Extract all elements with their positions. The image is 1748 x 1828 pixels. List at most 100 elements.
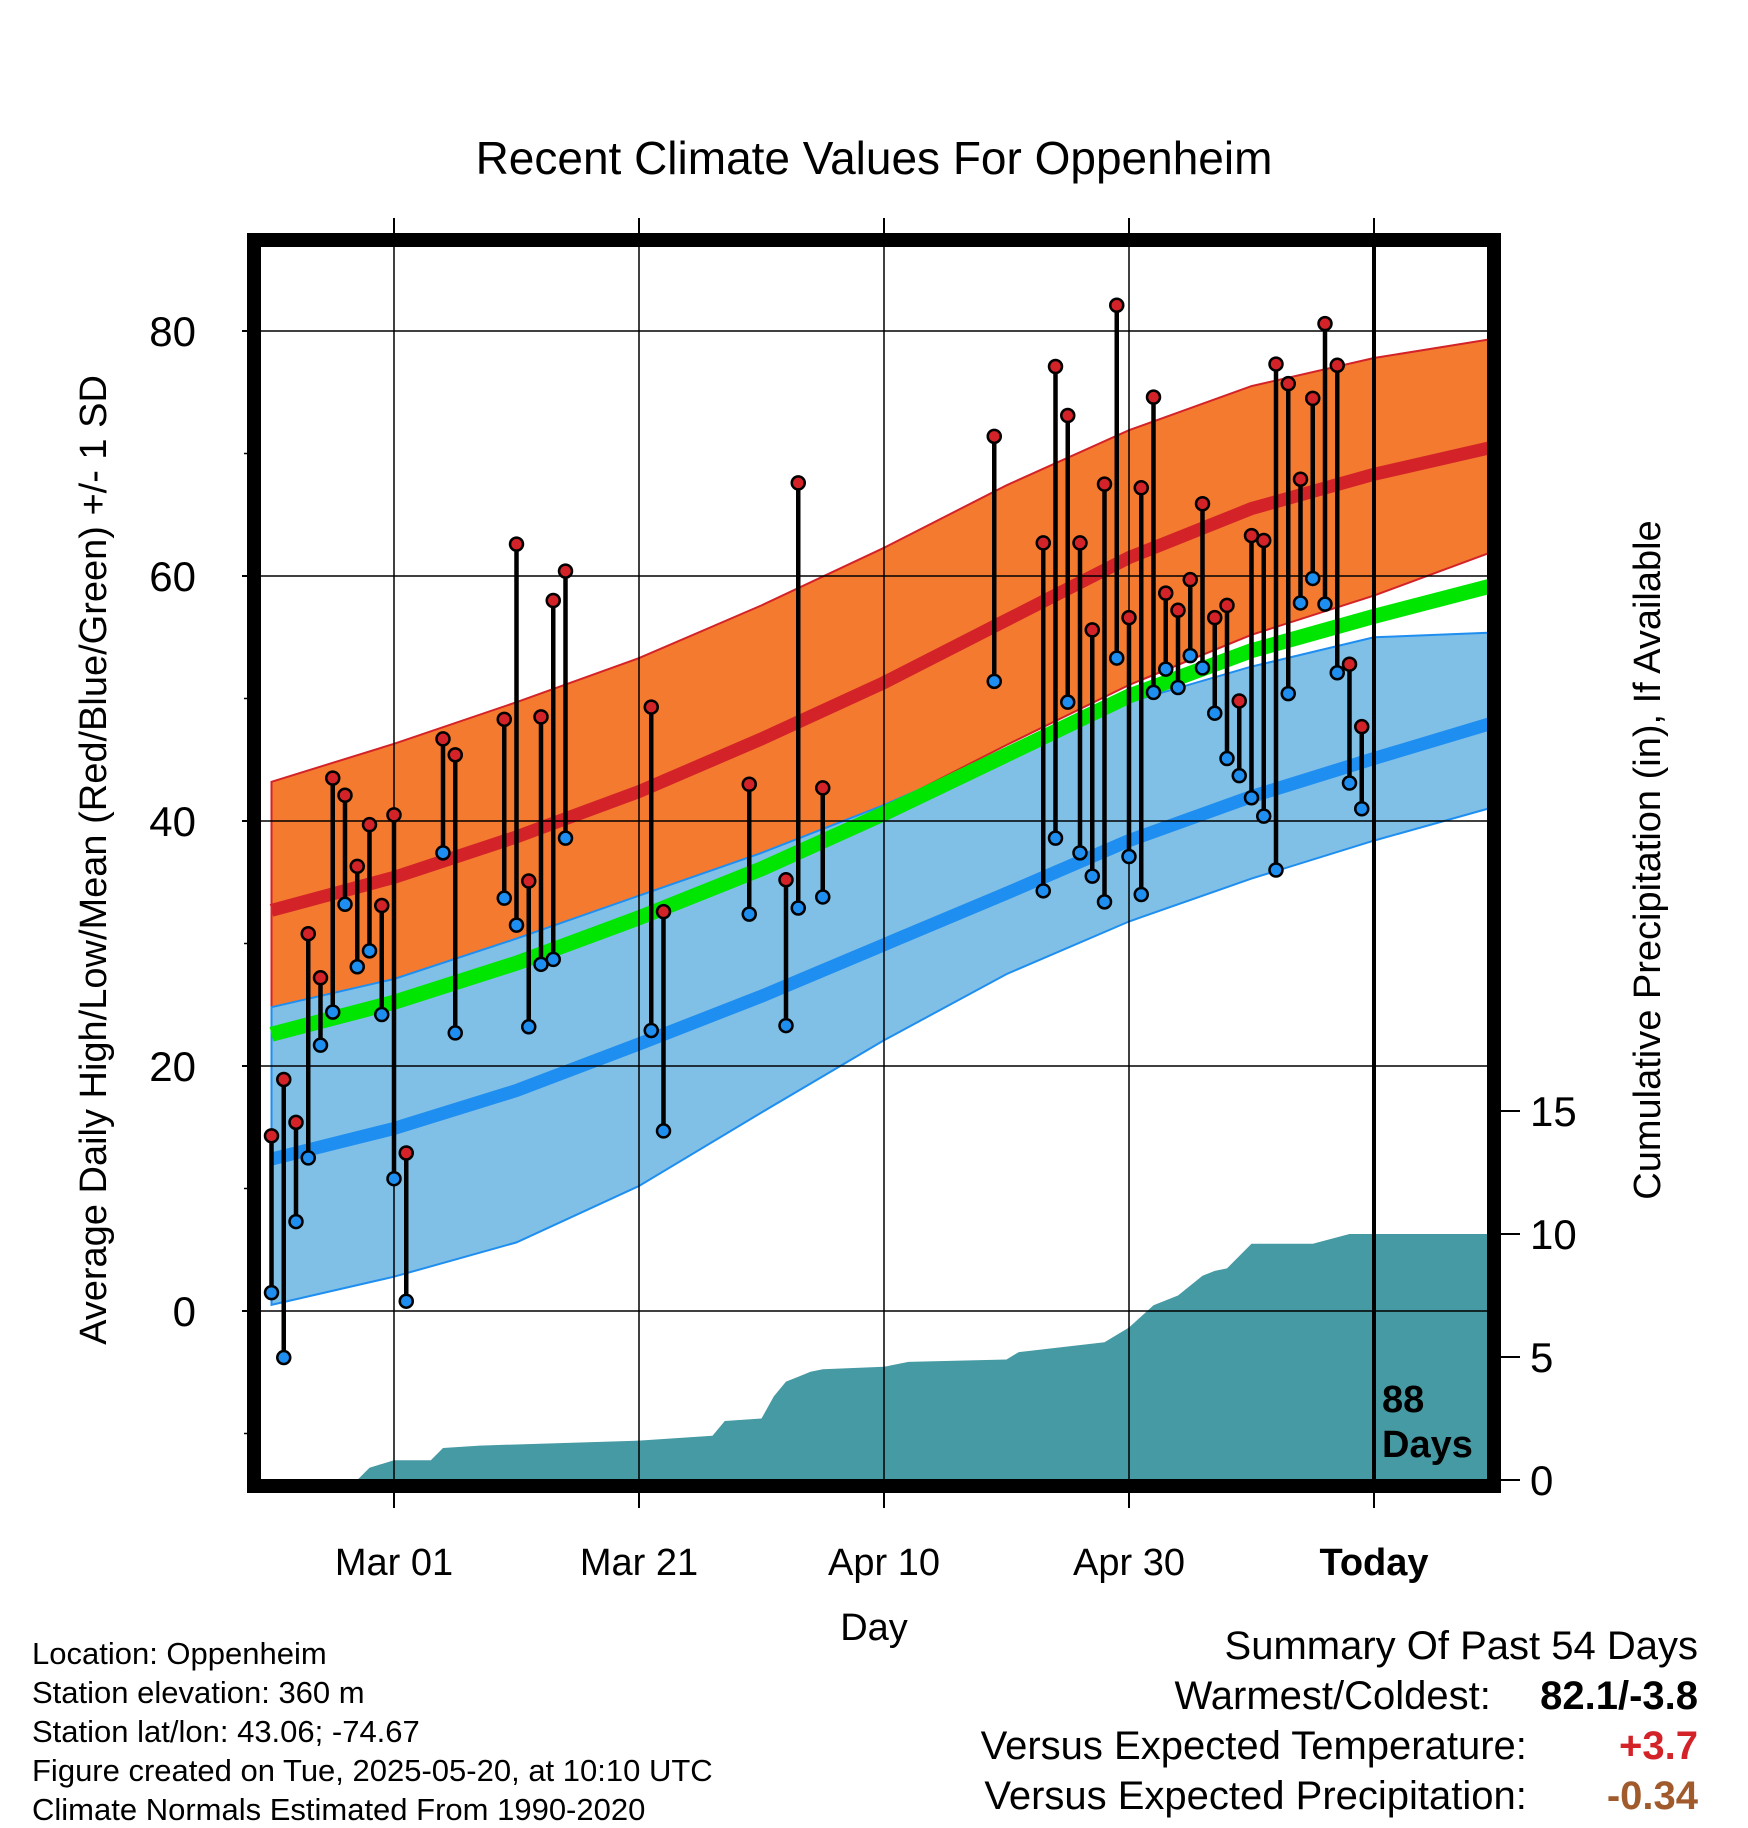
obs-high-point [1341, 656, 1358, 672]
obs-high-point [300, 925, 316, 942]
x-tick-label: Mar 21 [580, 1542, 698, 1584]
obs-high-point [778, 872, 794, 888]
obs-high-point [1219, 597, 1235, 614]
obs-high-point [655, 903, 672, 920]
summary-precip-row: Versus Expected Precipitation: -0.34 [984, 1776, 1698, 1816]
obs-high-point [533, 709, 549, 725]
obs-low-point [263, 1284, 280, 1301]
obs-high-point [1035, 535, 1051, 551]
obs-low-point [300, 1150, 316, 1166]
obs-low-point [1170, 679, 1186, 696]
obs-high-point [312, 970, 329, 986]
obs-low-point [349, 959, 365, 975]
summary-title: Summary Of Past 54 Days [1224, 1624, 1698, 1668]
y2-tick-label: 5 [1530, 1334, 1553, 1381]
obs-high-point [435, 731, 451, 747]
obs-low-point [447, 1025, 463, 1041]
x-tick-label: Today [1319, 1542, 1428, 1584]
summary-temp-row: Versus Expected Temperature: +3.7 [981, 1726, 1698, 1766]
obs-low-point [1084, 868, 1100, 884]
obs-high-point [1280, 375, 1296, 392]
obs-high-point [1305, 390, 1321, 407]
obs-low-point [790, 900, 806, 916]
y2-tick-label: 0 [1530, 1457, 1553, 1504]
obs-high-point [1047, 358, 1064, 375]
obs-high-point [1145, 389, 1162, 405]
obs-low-point [361, 943, 378, 959]
obs-high-point [263, 1128, 280, 1144]
x-tick-label: Apr 30 [1073, 1542, 1185, 1584]
obs-high-point [1182, 571, 1198, 588]
obs-high-point [1158, 585, 1174, 601]
obs-high-point [1084, 622, 1100, 638]
info-latlon: Station lat/lon: 43.06; -74.67 [32, 1714, 420, 1749]
obs-high-point [398, 1145, 414, 1161]
y2-tick-label: 15 [1530, 1088, 1577, 1135]
obs-low-point [1047, 830, 1064, 846]
obs-low-point [312, 1037, 329, 1053]
obs-high-point [1292, 471, 1309, 487]
obs-low-point [276, 1349, 292, 1366]
obs-high-point [508, 536, 525, 552]
obs-low-point [815, 889, 831, 905]
today-label-line1: 88 [1382, 1379, 1424, 1421]
plot-inner [260, 246, 1488, 1480]
summary-temp-value: +3.7 [1619, 1724, 1698, 1768]
obs-low-point [1121, 848, 1137, 865]
y-tick-label: 0 [173, 1288, 196, 1335]
obs-low-point [655, 1123, 672, 1139]
today-label-line2: Days [1382, 1424, 1473, 1466]
summary-precip-value: -0.34 [1606, 1774, 1698, 1818]
obs-low-point [398, 1293, 414, 1309]
info-normals: Climate Normals Estimated From 1990-2020 [32, 1792, 646, 1827]
obs-high-point [1207, 609, 1223, 626]
obs-high-point [1072, 535, 1088, 551]
obs-low-point [741, 906, 757, 922]
obs-low-point [1182, 647, 1198, 664]
obs-high-point [557, 563, 574, 579]
summary-temp-label: Versus Expected Temperature: [980, 1724, 1527, 1768]
obs-high-point [361, 816, 378, 833]
obs-low-point [1035, 883, 1051, 899]
obs-low-point [1231, 767, 1247, 784]
obs-low-point [1292, 595, 1309, 611]
obs-low-point [1158, 661, 1174, 677]
obs-low-point [1133, 886, 1149, 903]
obs-high-point [790, 475, 806, 491]
low-sd-band [270, 631, 1488, 1307]
obs-high-point [276, 1071, 292, 1088]
obs-low-point [986, 673, 1002, 690]
y2-axis-label: Cumulative Precipitation (in), If Availa… [1627, 520, 1669, 1199]
y-axis-label: Average Daily High/Low/Mean (Red/Blue/Gr… [73, 375, 115, 1345]
chart-title: Recent Climate Values For Oppenheim [476, 132, 1273, 184]
precipitation-area [271, 1234, 1488, 1480]
obs-low-point [1341, 775, 1358, 791]
obs-high-point [1133, 480, 1149, 496]
obs-low-point [374, 1006, 390, 1023]
y-tick-label: 80 [149, 308, 196, 355]
obs-low-point [1109, 650, 1125, 666]
obs-low-point [337, 896, 353, 913]
obs-high-point [643, 699, 659, 715]
obs-high-point [1268, 356, 1284, 372]
obs-high-point [1194, 495, 1211, 512]
x-axis-label: Day [840, 1607, 908, 1649]
obs-low-point [1219, 750, 1235, 767]
y2-tick-label: 10 [1530, 1211, 1577, 1258]
obs-low-point [1305, 570, 1321, 587]
obs-low-point [435, 845, 451, 861]
obs-high-point [1060, 407, 1076, 424]
obs-high-point [1256, 532, 1272, 549]
obs-high-point [447, 747, 463, 763]
summary-warmest-row: Warmest/Coldest: 82.1/-3.8 [1175, 1676, 1699, 1716]
obs-high-point [288, 1114, 304, 1131]
obs-high-point [337, 787, 353, 804]
obs-high-point [325, 770, 341, 786]
obs-high-point [815, 780, 831, 796]
obs-high-point [349, 858, 365, 875]
obs-high-point [496, 711, 512, 728]
obs-low-point [288, 1213, 304, 1230]
obs-low-point [1145, 684, 1162, 701]
obs-low-point [1354, 801, 1370, 817]
